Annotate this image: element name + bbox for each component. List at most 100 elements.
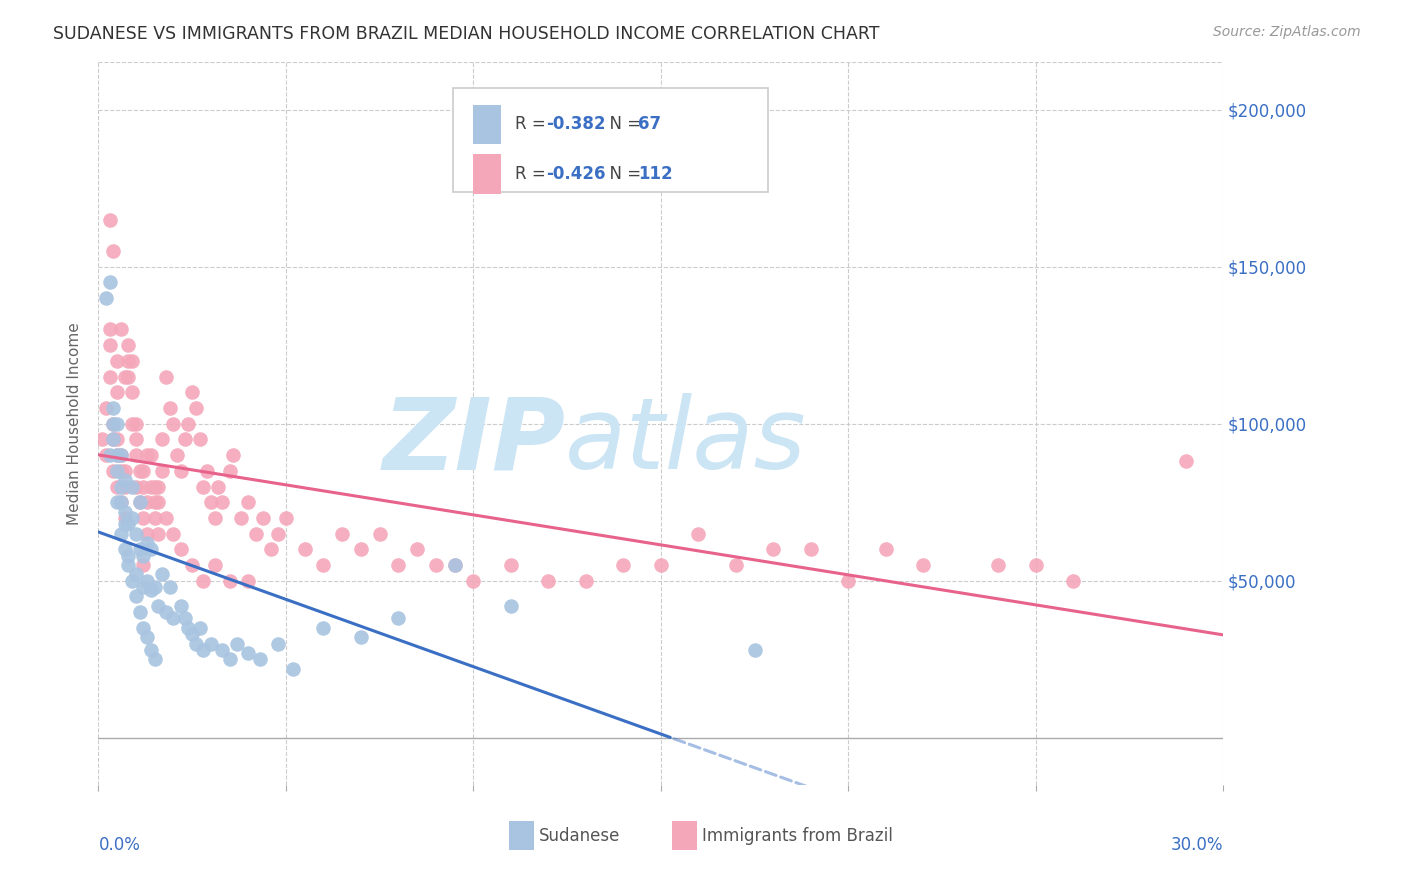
Text: 30.0%: 30.0% [1171, 836, 1223, 854]
Point [98, 338, 121, 352]
Point [136, 536, 159, 550]
Point [132, 580, 155, 594]
Point [387, 611, 409, 625]
Point [204, 558, 226, 572]
FancyBboxPatch shape [509, 821, 534, 850]
Point [181, 627, 204, 641]
Point [170, 599, 193, 613]
Point [184, 637, 207, 651]
Point [274, 511, 297, 525]
Point [575, 574, 598, 588]
Point [193, 574, 215, 588]
Point [110, 464, 132, 478]
Point [143, 479, 166, 493]
Text: 67: 67 [638, 115, 661, 134]
Point [260, 542, 283, 557]
Point [159, 580, 181, 594]
Point [117, 558, 139, 572]
Point [128, 605, 150, 619]
Point [166, 448, 188, 462]
Point [148, 526, 170, 541]
Point [148, 599, 170, 613]
Point [218, 464, 240, 478]
Point [162, 611, 184, 625]
Point [136, 526, 159, 541]
Point [1062, 574, 1084, 588]
Point [125, 479, 148, 493]
Point [912, 558, 935, 572]
Point [128, 495, 150, 509]
Point [125, 433, 148, 447]
Point [128, 542, 150, 557]
Point [143, 580, 166, 594]
Text: SUDANESE VS IMMIGRANTS FROM BRAZIL MEDIAN HOUSEHOLD INCOME CORRELATION CHART: SUDANESE VS IMMIGRANTS FROM BRAZIL MEDIA… [53, 25, 880, 43]
Point [103, 433, 125, 447]
Point [211, 495, 233, 509]
Point [188, 621, 211, 635]
Point [98, 448, 121, 462]
Point [150, 567, 173, 582]
Point [987, 558, 1010, 572]
Point [443, 558, 465, 572]
Point [218, 574, 240, 588]
Point [612, 558, 634, 572]
Text: N =: N = [599, 165, 647, 183]
Point [121, 511, 143, 525]
Point [110, 479, 132, 493]
Point [110, 495, 132, 509]
Point [267, 526, 290, 541]
Point [125, 590, 148, 604]
Point [245, 526, 267, 541]
Point [406, 542, 429, 557]
Point [98, 369, 121, 384]
Point [744, 643, 766, 657]
Y-axis label: Median Household Income: Median Household Income [67, 322, 83, 525]
Point [238, 495, 260, 509]
Point [125, 448, 148, 462]
Point [117, 369, 139, 384]
Point [875, 542, 897, 557]
Text: N =: N = [599, 115, 647, 134]
Point [114, 517, 136, 532]
Point [121, 354, 143, 368]
Point [170, 464, 193, 478]
Point [98, 212, 121, 227]
Point [139, 448, 162, 462]
Point [229, 511, 252, 525]
Text: Source: ZipAtlas.com: Source: ZipAtlas.com [1213, 25, 1361, 39]
Point [136, 630, 159, 644]
Point [226, 637, 249, 651]
Point [139, 643, 162, 657]
Point [98, 276, 121, 290]
Point [132, 464, 155, 478]
Point [200, 495, 222, 509]
Point [105, 464, 128, 478]
Point [173, 611, 195, 625]
Point [294, 542, 316, 557]
Point [110, 495, 132, 509]
Point [267, 637, 290, 651]
Point [155, 511, 177, 525]
Point [143, 652, 166, 666]
Point [1025, 558, 1047, 572]
Point [94, 401, 117, 415]
Point [387, 558, 409, 572]
Point [121, 417, 143, 431]
Point [114, 511, 136, 525]
Point [114, 479, 136, 493]
Text: R =: R = [515, 115, 551, 134]
Point [200, 637, 222, 651]
Point [350, 630, 373, 644]
Point [132, 558, 155, 572]
FancyBboxPatch shape [453, 87, 768, 193]
Text: atlas: atlas [565, 393, 807, 491]
Point [650, 558, 672, 572]
Point [105, 495, 128, 509]
Point [238, 646, 260, 660]
Point [330, 526, 353, 541]
Point [143, 511, 166, 525]
Point [499, 599, 522, 613]
Point [173, 433, 195, 447]
Point [110, 526, 132, 541]
Point [105, 448, 128, 462]
